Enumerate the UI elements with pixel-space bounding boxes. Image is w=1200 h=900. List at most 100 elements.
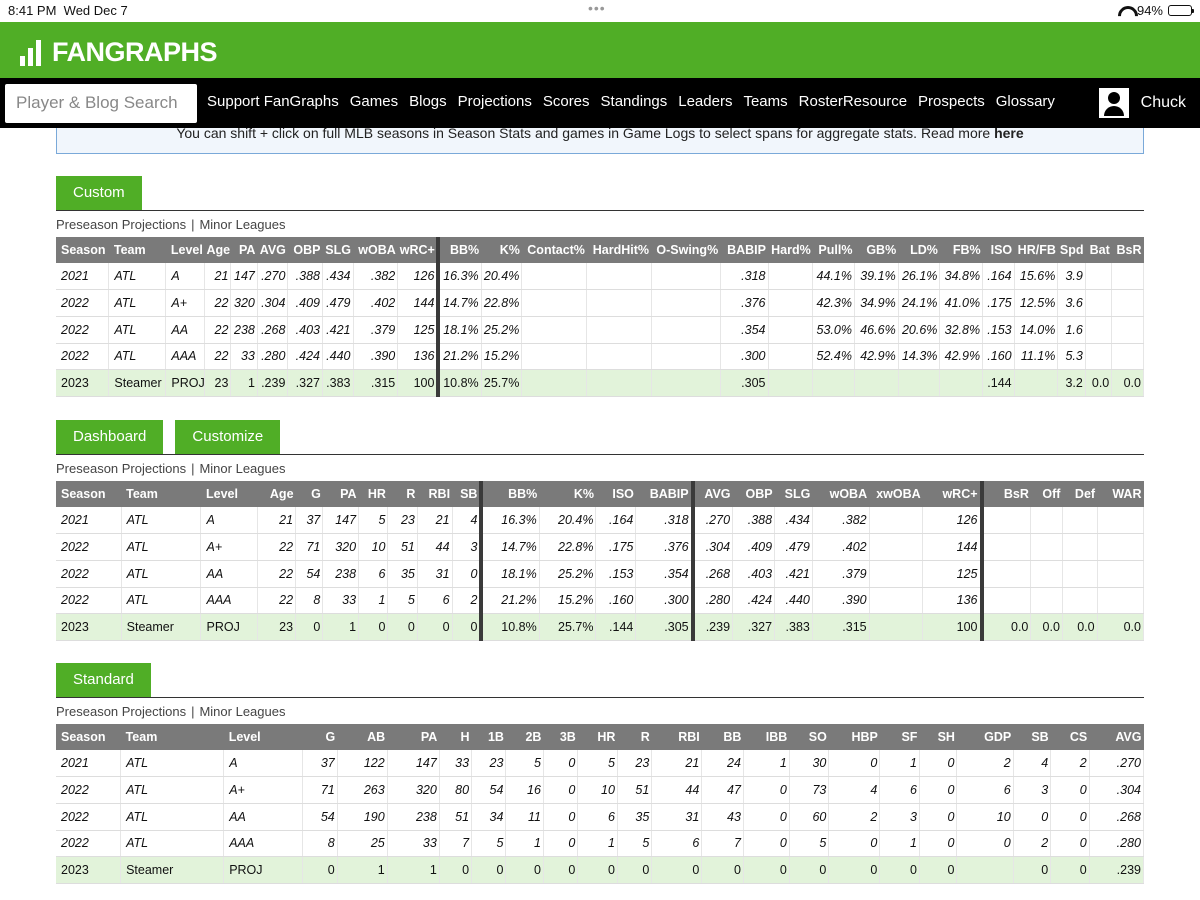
nav-item-teams[interactable]: Teams — [743, 93, 788, 110]
col-header-h[interactable]: H — [439, 724, 472, 750]
col-header-2b[interactable]: 2B — [505, 724, 544, 750]
nav-item-projections[interactable]: Projections — [457, 93, 532, 110]
col-header-xwoba[interactable]: xwOBA — [869, 481, 923, 507]
col-header-g[interactable]: G — [302, 724, 338, 750]
col-header-sb[interactable]: SB — [1013, 724, 1051, 750]
col-header-sf[interactable]: SF — [879, 724, 920, 750]
col-header-rbi[interactable]: RBI — [417, 481, 453, 507]
col-header-hr-fb[interactable]: HR/FB — [1014, 237, 1058, 263]
cell-team[interactable]: ATL — [120, 803, 225, 831]
tab-customize[interactable]: Customize — [175, 420, 281, 454]
col-header-hr[interactable]: HR — [358, 481, 388, 507]
col-header-bsr[interactable]: BsR — [981, 481, 1031, 507]
user-name[interactable]: Chuck — [1140, 94, 1186, 111]
col-header-bat[interactable]: Bat — [1085, 237, 1112, 263]
tab-dashboard[interactable]: Dashboard — [56, 420, 164, 454]
col-header-bsr[interactable]: BsR — [1111, 237, 1144, 263]
nav-item-blogs[interactable]: Blogs — [409, 93, 447, 110]
cell-season[interactable]: 2022 — [56, 316, 110, 344]
cell-team[interactable]: Steamer — [108, 369, 167, 397]
col-header-pa[interactable]: PA — [322, 481, 359, 507]
cell-season[interactable]: 2021 — [56, 507, 122, 535]
minor-leagues-link[interactable]: Minor Leagues — [199, 217, 286, 232]
nav-item-games[interactable]: Games — [349, 93, 399, 110]
col-header-wrc-plus[interactable]: wRC+ — [397, 237, 441, 263]
col-header-babip[interactable]: BABIP — [635, 481, 695, 507]
col-header-so[interactable]: SO — [789, 724, 829, 750]
tab-custom[interactable]: Custom — [56, 176, 142, 210]
col-header-ibb[interactable]: IBB — [743, 724, 790, 750]
col-header-level[interactable]: Level — [165, 237, 205, 263]
col-header-k-pct[interactable]: K% — [481, 237, 522, 263]
col-header-bb[interactable]: BB — [701, 724, 744, 750]
col-header-age[interactable]: Age — [257, 481, 296, 507]
cell-season[interactable]: 2021 — [56, 263, 110, 291]
col-header-avg[interactable]: AVG — [257, 237, 288, 263]
preseason-projections-link[interactable]: Preseason Projections — [56, 704, 187, 719]
col-header-season[interactable]: Season — [56, 481, 122, 507]
col-header-age[interactable]: Age — [204, 237, 231, 263]
user-icon[interactable] — [1098, 88, 1129, 118]
col-header-pa[interactable]: PA — [387, 724, 440, 750]
col-header-bb-pct[interactable]: BB% — [481, 481, 540, 507]
col-header-ld-pct[interactable]: LD% — [898, 237, 940, 263]
col-header-contact-pct[interactable]: Contact% — [521, 237, 587, 263]
nav-item-prospects[interactable]: Prospects — [918, 93, 985, 110]
nav-item-leaders[interactable]: Leaders — [678, 93, 733, 110]
col-header-season[interactable]: Season — [56, 724, 121, 750]
col-header-obp[interactable]: OBP — [732, 481, 775, 507]
cell-season[interactable]: 2023 — [56, 369, 110, 397]
col-header-wrc-plus[interactable]: wRC+ — [922, 481, 984, 507]
user-menu[interactable]: Chuck — [1098, 88, 1186, 118]
col-header-g[interactable]: G — [295, 481, 323, 507]
cell-team[interactable]: ATL — [121, 533, 202, 561]
preseason-projections-link[interactable]: Preseason Projections — [56, 461, 187, 476]
col-header-woba[interactable]: wOBA — [353, 237, 398, 263]
cell-season[interactable]: 2022 — [56, 533, 122, 561]
col-header-r[interactable]: R — [617, 724, 652, 750]
tab-standard[interactable]: Standard — [56, 663, 151, 697]
col-header-rbi[interactable]: RBI — [651, 724, 702, 750]
col-header-gdp[interactable]: GDP — [956, 724, 1014, 750]
col-header-avg[interactable]: AVG — [1089, 724, 1144, 750]
cell-season[interactable]: 2022 — [56, 776, 122, 804]
col-header-team[interactable]: Team — [120, 724, 224, 750]
col-header-slg[interactable]: SLG — [774, 481, 813, 507]
cell-team[interactable]: ATL — [120, 830, 225, 858]
col-header-pa[interactable]: PA — [230, 237, 258, 263]
cell-season[interactable]: 2022 — [56, 803, 122, 831]
col-header-season[interactable]: Season — [56, 237, 109, 263]
cell-season[interactable]: 2023 — [56, 856, 122, 884]
col-header-hr[interactable]: HR — [577, 724, 618, 750]
col-header-woba[interactable]: wOBA — [812, 481, 870, 507]
multitask-dots-icon[interactable]: ••• — [588, 0, 606, 16]
col-header-hbp[interactable]: HBP — [828, 724, 880, 750]
col-header-iso[interactable]: ISO — [595, 481, 636, 507]
nav-item-scores[interactable]: Scores — [542, 93, 590, 110]
fangraphs-logo[interactable]: FANGRAPHS — [20, 37, 218, 68]
col-header-hardhit-pct[interactable]: HardHit% — [586, 237, 652, 263]
col-header-3b[interactable]: 3B — [543, 724, 578, 750]
col-header-ab[interactable]: AB — [337, 724, 388, 750]
col-header-obp[interactable]: OBP — [287, 237, 323, 263]
col-header-sh[interactable]: SH — [919, 724, 957, 750]
cell-team[interactable]: ATL — [120, 750, 225, 778]
col-header-def[interactable]: Def — [1062, 481, 1098, 507]
col-header-k-pct[interactable]: K% — [539, 481, 596, 507]
cell-season[interactable]: 2021 — [56, 750, 122, 778]
col-header-o-swing-pct[interactable]: O-Swing% — [651, 237, 721, 263]
minor-leagues-link[interactable]: Minor Leagues — [199, 461, 286, 476]
nav-item-standings[interactable]: Standings — [600, 93, 668, 110]
cell-team[interactable]: ATL — [108, 343, 167, 371]
cell-team[interactable]: Steamer — [120, 856, 225, 884]
col-header-hard-pct[interactable]: Hard% — [768, 237, 813, 263]
nav-item-support-fangraphs[interactable]: Support FanGraphs — [207, 93, 339, 110]
col-header-off[interactable]: Off — [1030, 481, 1063, 507]
col-header-sb[interactable]: SB — [452, 481, 484, 507]
cell-team[interactable]: ATL — [121, 507, 202, 535]
cell-team[interactable]: ATL — [120, 776, 225, 804]
cell-team[interactable]: ATL — [108, 263, 167, 291]
col-header-r[interactable]: R — [387, 481, 418, 507]
col-header-fb-pct[interactable]: FB% — [939, 237, 983, 263]
notice-read-more-link[interactable]: here — [994, 128, 1024, 141]
